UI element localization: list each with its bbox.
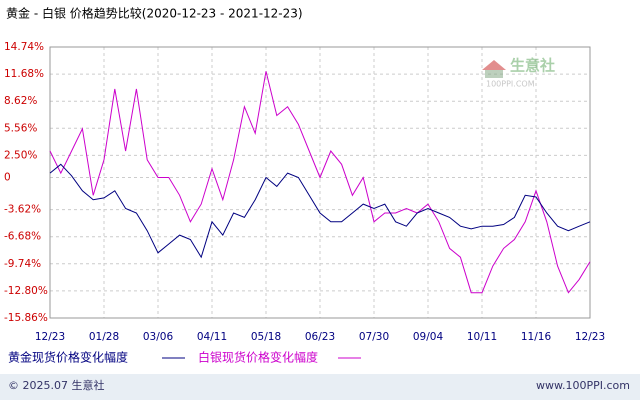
y-tick-label: 5.56%	[4, 122, 37, 134]
footer-url: www.100PPI.com	[536, 379, 630, 392]
x-tick-label: 07/30	[359, 331, 389, 343]
footer-bar	[0, 374, 640, 400]
x-tick-label: 11/16	[521, 331, 552, 343]
legend-label: 黄金现货价格变化幅度	[8, 350, 128, 365]
x-tick-label: 03/06	[143, 331, 174, 343]
plot-frame	[49, 46, 591, 319]
chart-title: 黄金 - 白银 价格趋势比较(2020-12-23 - 2021-12-23)	[6, 6, 303, 21]
y-tick-label: -6.68%	[4, 231, 41, 243]
legend-label: 白银现货价格变化幅度	[198, 350, 318, 365]
x-tick-label: 12/23	[575, 331, 605, 343]
y-tick-label: 11.68%	[4, 68, 44, 80]
watermark-logo	[482, 60, 506, 70]
y-tick-label: 8.62%	[4, 95, 37, 107]
footer-copyright: © 2025.07 生意社	[8, 378, 104, 392]
watermark-name: 生意社	[510, 57, 555, 75]
x-tick-label: 05/18	[251, 331, 281, 343]
watermark-logo	[485, 70, 503, 78]
x-tick-label: 06/23	[305, 331, 335, 343]
y-tick-label: -12.80%	[4, 285, 48, 297]
y-tick-label: 2.50%	[4, 149, 37, 161]
y-tick-label: 0	[4, 172, 11, 184]
y-tick-label: -3.62%	[4, 204, 41, 216]
y-tick-label: 14.74%	[4, 41, 44, 53]
x-tick-label: 10/11	[467, 331, 497, 343]
x-tick-label: 12/23	[35, 331, 65, 343]
x-tick-label: 04/11	[197, 331, 227, 343]
x-tick-label: 01/28	[89, 331, 119, 343]
watermark-site: 100PPI.COM	[486, 80, 535, 89]
x-tick-label: 09/04	[413, 331, 444, 343]
watermark: 生意社 100PPI.COM	[482, 57, 555, 89]
series-line	[49, 71, 591, 294]
series-line	[49, 163, 591, 259]
y-tick-label: -15.86%	[4, 312, 48, 324]
y-tick-label: -9.74%	[4, 258, 41, 270]
